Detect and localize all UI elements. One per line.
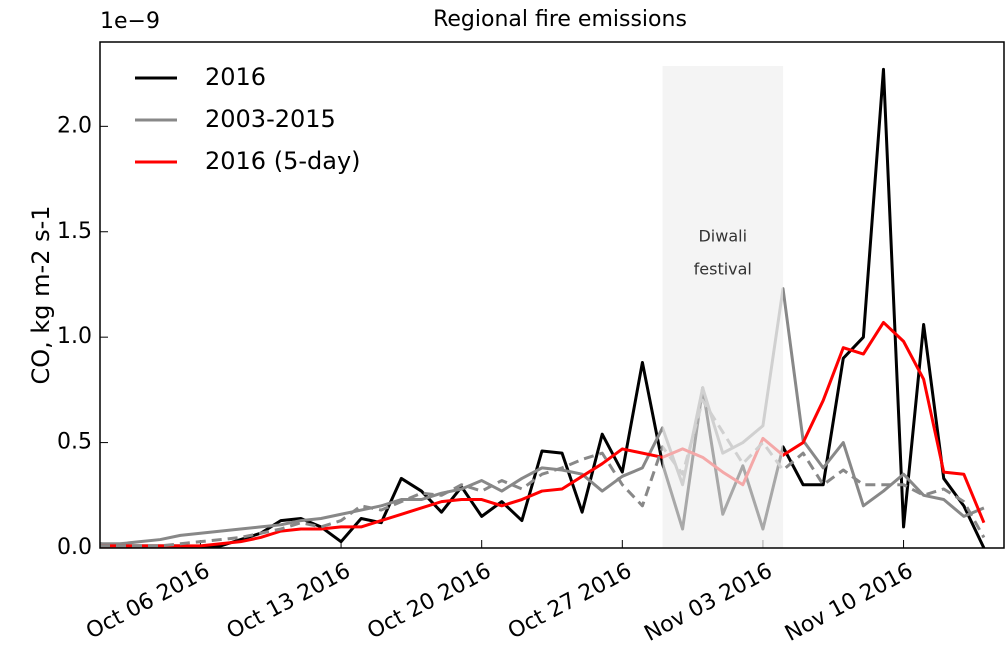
y-offset-label: 1e−9: [100, 9, 160, 34]
series-line: [100, 398, 986, 548]
y-tick-label: 0.0: [57, 535, 92, 560]
highlight-span: [662, 66, 784, 548]
y-tick-label: 1.5: [57, 219, 92, 244]
y-axis-label: CO, kg m-2 s-1: [27, 205, 55, 384]
y-tick-label: 2.0: [57, 113, 92, 138]
span-annotation: Diwali: [698, 227, 747, 246]
legend-label: 2016: [205, 63, 266, 91]
x-tick-label: Oct 06 2016: [82, 559, 214, 645]
series-line: [100, 320, 986, 548]
span-annotation: festival: [694, 260, 752, 279]
y-tick-label: 1.0: [57, 324, 92, 349]
y-tick-label: 0.5: [57, 430, 92, 455]
legend-label: 2003-2015: [205, 105, 336, 133]
x-tick-label: Oct 27 2016: [504, 559, 636, 645]
x-tick-label: Oct 13 2016: [223, 559, 355, 645]
x-tick-label: Nov 10 2016: [781, 559, 917, 647]
series-line: [100, 287, 985, 546]
x-tick-label: Nov 03 2016: [640, 559, 776, 647]
plot-frame: [99, 41, 1005, 549]
chart-title: Regional fire emissions: [433, 7, 687, 32]
series-line: [100, 67, 986, 548]
legend-label: 2016 (5-day): [205, 147, 361, 175]
x-tick-label: Oct 20 2016: [363, 559, 495, 645]
